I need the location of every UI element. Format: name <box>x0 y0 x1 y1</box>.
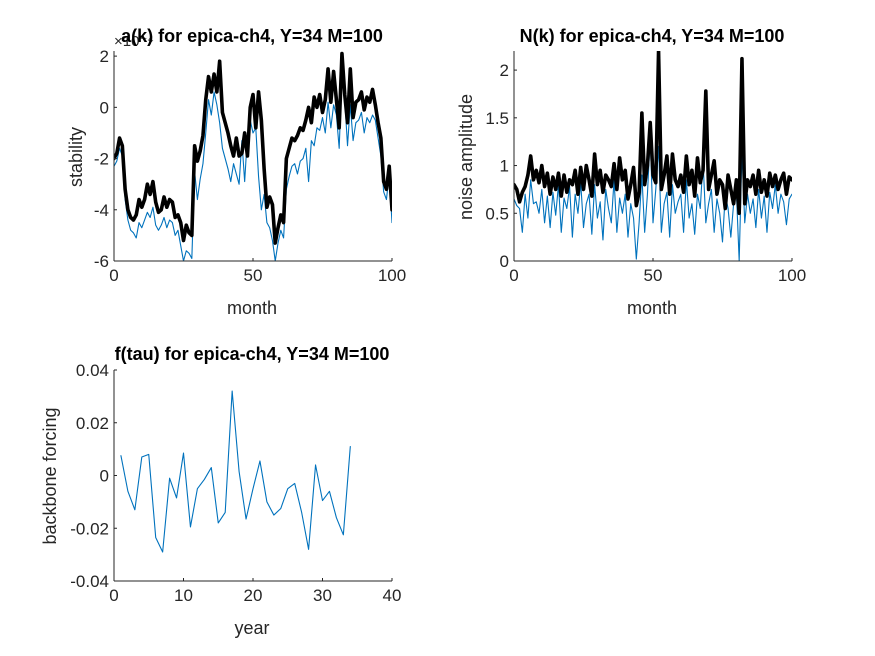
noise-amplitude-panel: N(k) for epica-ch4, Y=34 M=100 0 50 100 0 0.… <box>456 26 806 318</box>
forcing-x-tick-label: 40 <box>383 586 402 605</box>
stability-panel: ×10⁻⁴ a(k) for epica-ch4, Y=34 M=100 0 50… <box>66 26 406 318</box>
noise-y-axis-label: noise amplitude <box>456 94 476 220</box>
forcing-x-axis-label: year <box>234 618 269 638</box>
stability-x-axis-label: month <box>227 298 277 318</box>
stability-series-smoothed-line <box>114 51 392 245</box>
noise-x-axis-label: month <box>627 298 677 318</box>
backbone-forcing-panel: f(tau) for epica-ch4, Y=34 M=100 0 10 20 30… <box>40 344 401 638</box>
forcing-y-tick-label: -0.04 <box>70 572 109 591</box>
stability-x-tick-label: 0 <box>109 266 118 285</box>
noise-y-tick-label: 1.5 <box>485 109 509 128</box>
forcing-y-tick-label: 0.02 <box>76 414 109 433</box>
forcing-x-tick-label: 0 <box>109 586 118 605</box>
stability-y-axis-label: stability <box>66 127 86 187</box>
noise-series-smoothed-line <box>514 51 792 216</box>
forcing-y-axis-label: backbone forcing <box>40 407 60 544</box>
noise-x-tick-label: 0 <box>509 266 518 285</box>
forcing-chart-title: f(tau) for epica-ch4, Y=34 M=100 <box>115 344 390 364</box>
forcing-y-tick-label: 0 <box>100 467 109 486</box>
noise-plot-area: 0 50 100 0 0.5 1 1.5 2 <box>485 51 806 285</box>
noise-y-tick-label: 0.5 <box>485 204 509 223</box>
forcing-plot-area: 0 10 20 30 40 -0.04 -0.02 0 0.02 0.04 <box>70 361 401 605</box>
stability-chart-title: a(k) for epica-ch4, Y=34 M=100 <box>121 26 383 46</box>
noise-x-tick-label: 100 <box>778 266 806 285</box>
noise-y-tick-label: 2 <box>500 61 509 80</box>
stability-x-tick-label: 50 <box>244 266 263 285</box>
forcing-x-tick-label: 10 <box>174 586 193 605</box>
noise-chart-title: N(k) for epica-ch4, Y=34 M=100 <box>520 26 785 46</box>
forcing-x-tick-label: 30 <box>313 586 332 605</box>
noise-y-tick-label: 1 <box>500 157 509 176</box>
forcing-y-tick-label: 0.04 <box>76 361 109 380</box>
noise-y-tick-label: 0 <box>500 252 509 271</box>
stability-y-tick-label: 2 <box>100 47 109 66</box>
stability-y-tick-label: 0 <box>100 98 109 117</box>
stability-y-tick-label: -4 <box>94 201 109 220</box>
y-exponent-label: ×10⁻⁴ <box>114 33 154 50</box>
forcing-y-tick-label: -0.02 <box>70 519 109 538</box>
forcing-series-raw-line <box>120 390 351 553</box>
forcing-x-tick-label: 20 <box>244 586 263 605</box>
stability-y-tick-label: -2 <box>94 150 109 169</box>
stability-x-tick-label: 100 <box>378 266 406 285</box>
stability-y-tick-label: -6 <box>94 252 109 271</box>
noise-series-raw-line <box>514 136 792 261</box>
stability-plot-area: 0 50 100 -6 -4 -2 0 2 <box>94 47 406 285</box>
noise-x-tick-label: 50 <box>644 266 663 285</box>
